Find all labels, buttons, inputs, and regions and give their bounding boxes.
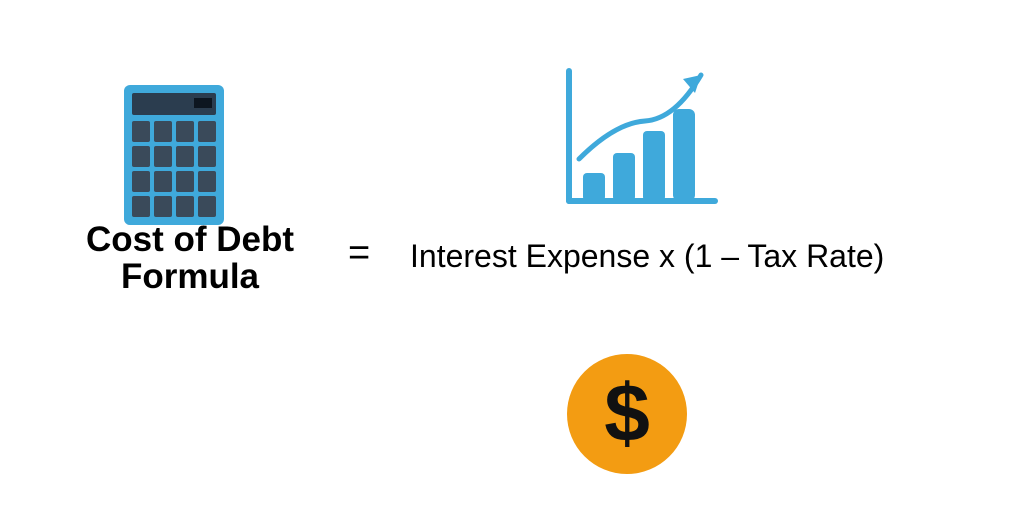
calculator-keys: [132, 121, 216, 217]
calculator-body: [124, 85, 224, 225]
formula-title: Cost of Debt Formula: [45, 222, 335, 296]
calculator-screen: [132, 93, 216, 115]
title-line-1: Cost of Debt: [45, 222, 335, 259]
dollar-sign: $: [604, 373, 650, 455]
dollar-coin-icon: $: [567, 354, 687, 474]
formula-expression: Interest Expense x (1 – Tax Rate): [410, 238, 884, 275]
coin-circle: $: [567, 354, 687, 474]
chart-svg: [555, 63, 725, 213]
calculator-icon: [124, 85, 224, 225]
title-line-2: Formula: [45, 259, 335, 296]
equals-sign: =: [348, 232, 370, 275]
growth-chart-icon: [555, 63, 725, 218]
